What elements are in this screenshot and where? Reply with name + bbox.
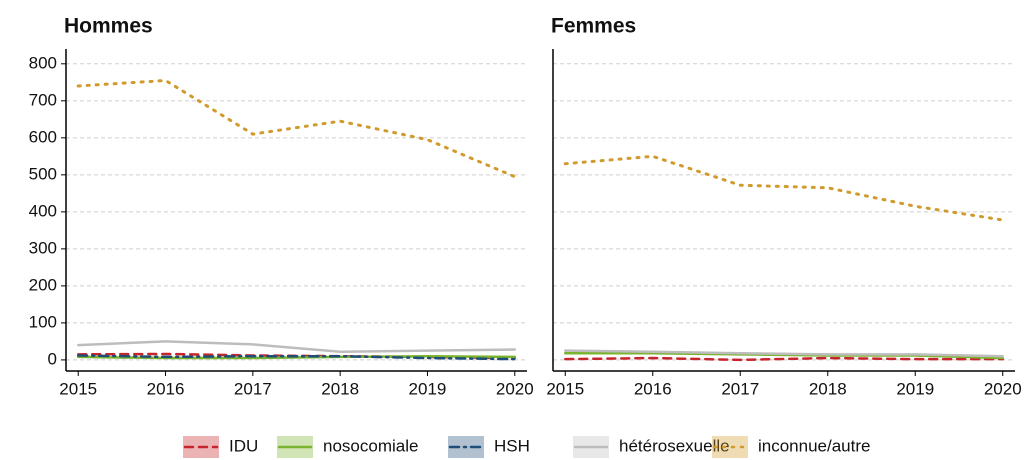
- y-tick-label: 400: [29, 201, 57, 220]
- legend-key: [712, 436, 748, 458]
- x-tick-label: 2020: [984, 379, 1022, 398]
- y-tick-label: 100: [29, 312, 57, 331]
- x-tick-label: 2017: [721, 379, 759, 398]
- legend-label: HSH: [494, 436, 530, 455]
- series-line: [76, 78, 517, 179]
- legend-label: hétérosexuelle: [619, 436, 730, 455]
- x-tick-label: 2018: [809, 379, 847, 398]
- y-tick-label: 300: [29, 238, 57, 257]
- y-tick-label: 200: [29, 275, 57, 294]
- y-tick-label: 0: [48, 349, 57, 368]
- x-tick-label: 2015: [546, 379, 584, 398]
- x-tick-label: 2019: [409, 379, 447, 398]
- series-line: [564, 356, 1004, 362]
- series-line: [563, 154, 1005, 222]
- y-tick-label: 700: [29, 90, 57, 109]
- x-tick-label: 2017: [234, 379, 272, 398]
- series-line: [76, 354, 517, 361]
- x-tick-label: 2019: [896, 379, 934, 398]
- x-tick-label: 2018: [321, 379, 359, 398]
- legend-label: IDU: [229, 436, 258, 455]
- series-line: [76, 354, 517, 360]
- x-tick-label: 2016: [147, 379, 185, 398]
- x-tick-label: 2020: [496, 379, 534, 398]
- x-tick-label: 2015: [59, 379, 97, 398]
- y-tick-label: 800: [29, 53, 57, 72]
- y-tick-label: 600: [29, 127, 57, 146]
- panel-title: Hommes: [64, 15, 153, 38]
- y-tick-label: 500: [29, 164, 57, 183]
- legend-label: inconnue/autre: [758, 436, 870, 455]
- series-line: [76, 340, 517, 354]
- x-tick-label: 2016: [634, 379, 672, 398]
- panel-title: Femmes: [551, 15, 636, 38]
- series-line: [564, 349, 1004, 358]
- legend-label: nosocomiale: [323, 436, 418, 455]
